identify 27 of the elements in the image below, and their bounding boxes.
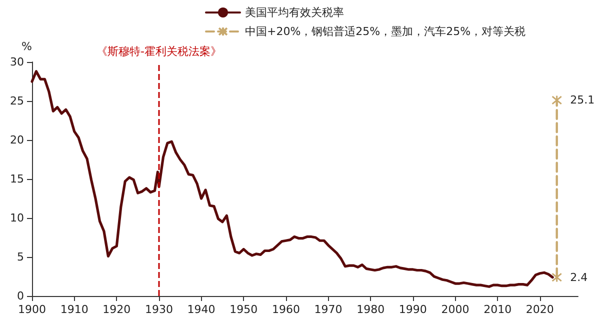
x-tick-label: 1940 xyxy=(187,303,216,316)
x-tick-label: 1960 xyxy=(272,303,300,316)
y-tick-label: 5 xyxy=(17,250,24,264)
y-axis-title: % xyxy=(22,40,32,53)
line-series xyxy=(30,70,554,288)
legend-label: 中国+20%，钢铝普适25%，墨加，汽车25%，对等关税 xyxy=(245,25,526,38)
data-label: 2.4 xyxy=(570,270,588,284)
x-tick-label: 1910 xyxy=(60,303,88,316)
y-tick-label: 10 xyxy=(10,212,24,224)
y-tick-label: 25 xyxy=(10,94,24,108)
x-tick-label: 1920 xyxy=(102,303,131,316)
data-label: 25.1 xyxy=(570,94,595,107)
y-tick-label: 0 xyxy=(17,290,24,302)
x-tick-label: 1900 xyxy=(18,303,46,316)
y-tick-label: 30 xyxy=(10,56,24,68)
x-tick-label: 1970 xyxy=(314,303,342,316)
x-tick-label: 2020 xyxy=(526,303,554,316)
y-tick-label: 20 xyxy=(10,134,24,146)
x-tick-label: 1980 xyxy=(356,303,385,316)
y-tick-label: 15 xyxy=(10,172,24,186)
x-tick-label: 1950 xyxy=(230,303,258,316)
x-tick-label: 2000 xyxy=(441,303,470,316)
ref-line-label: 《斯穆特-霍利关税法案》 xyxy=(96,45,222,58)
legend-label: 美国平均有效关税率 xyxy=(245,6,344,19)
x-tick-label: 2010 xyxy=(484,303,512,316)
x-tick-label: 1990 xyxy=(398,303,427,316)
x-tick-label: 1930 xyxy=(144,303,173,316)
